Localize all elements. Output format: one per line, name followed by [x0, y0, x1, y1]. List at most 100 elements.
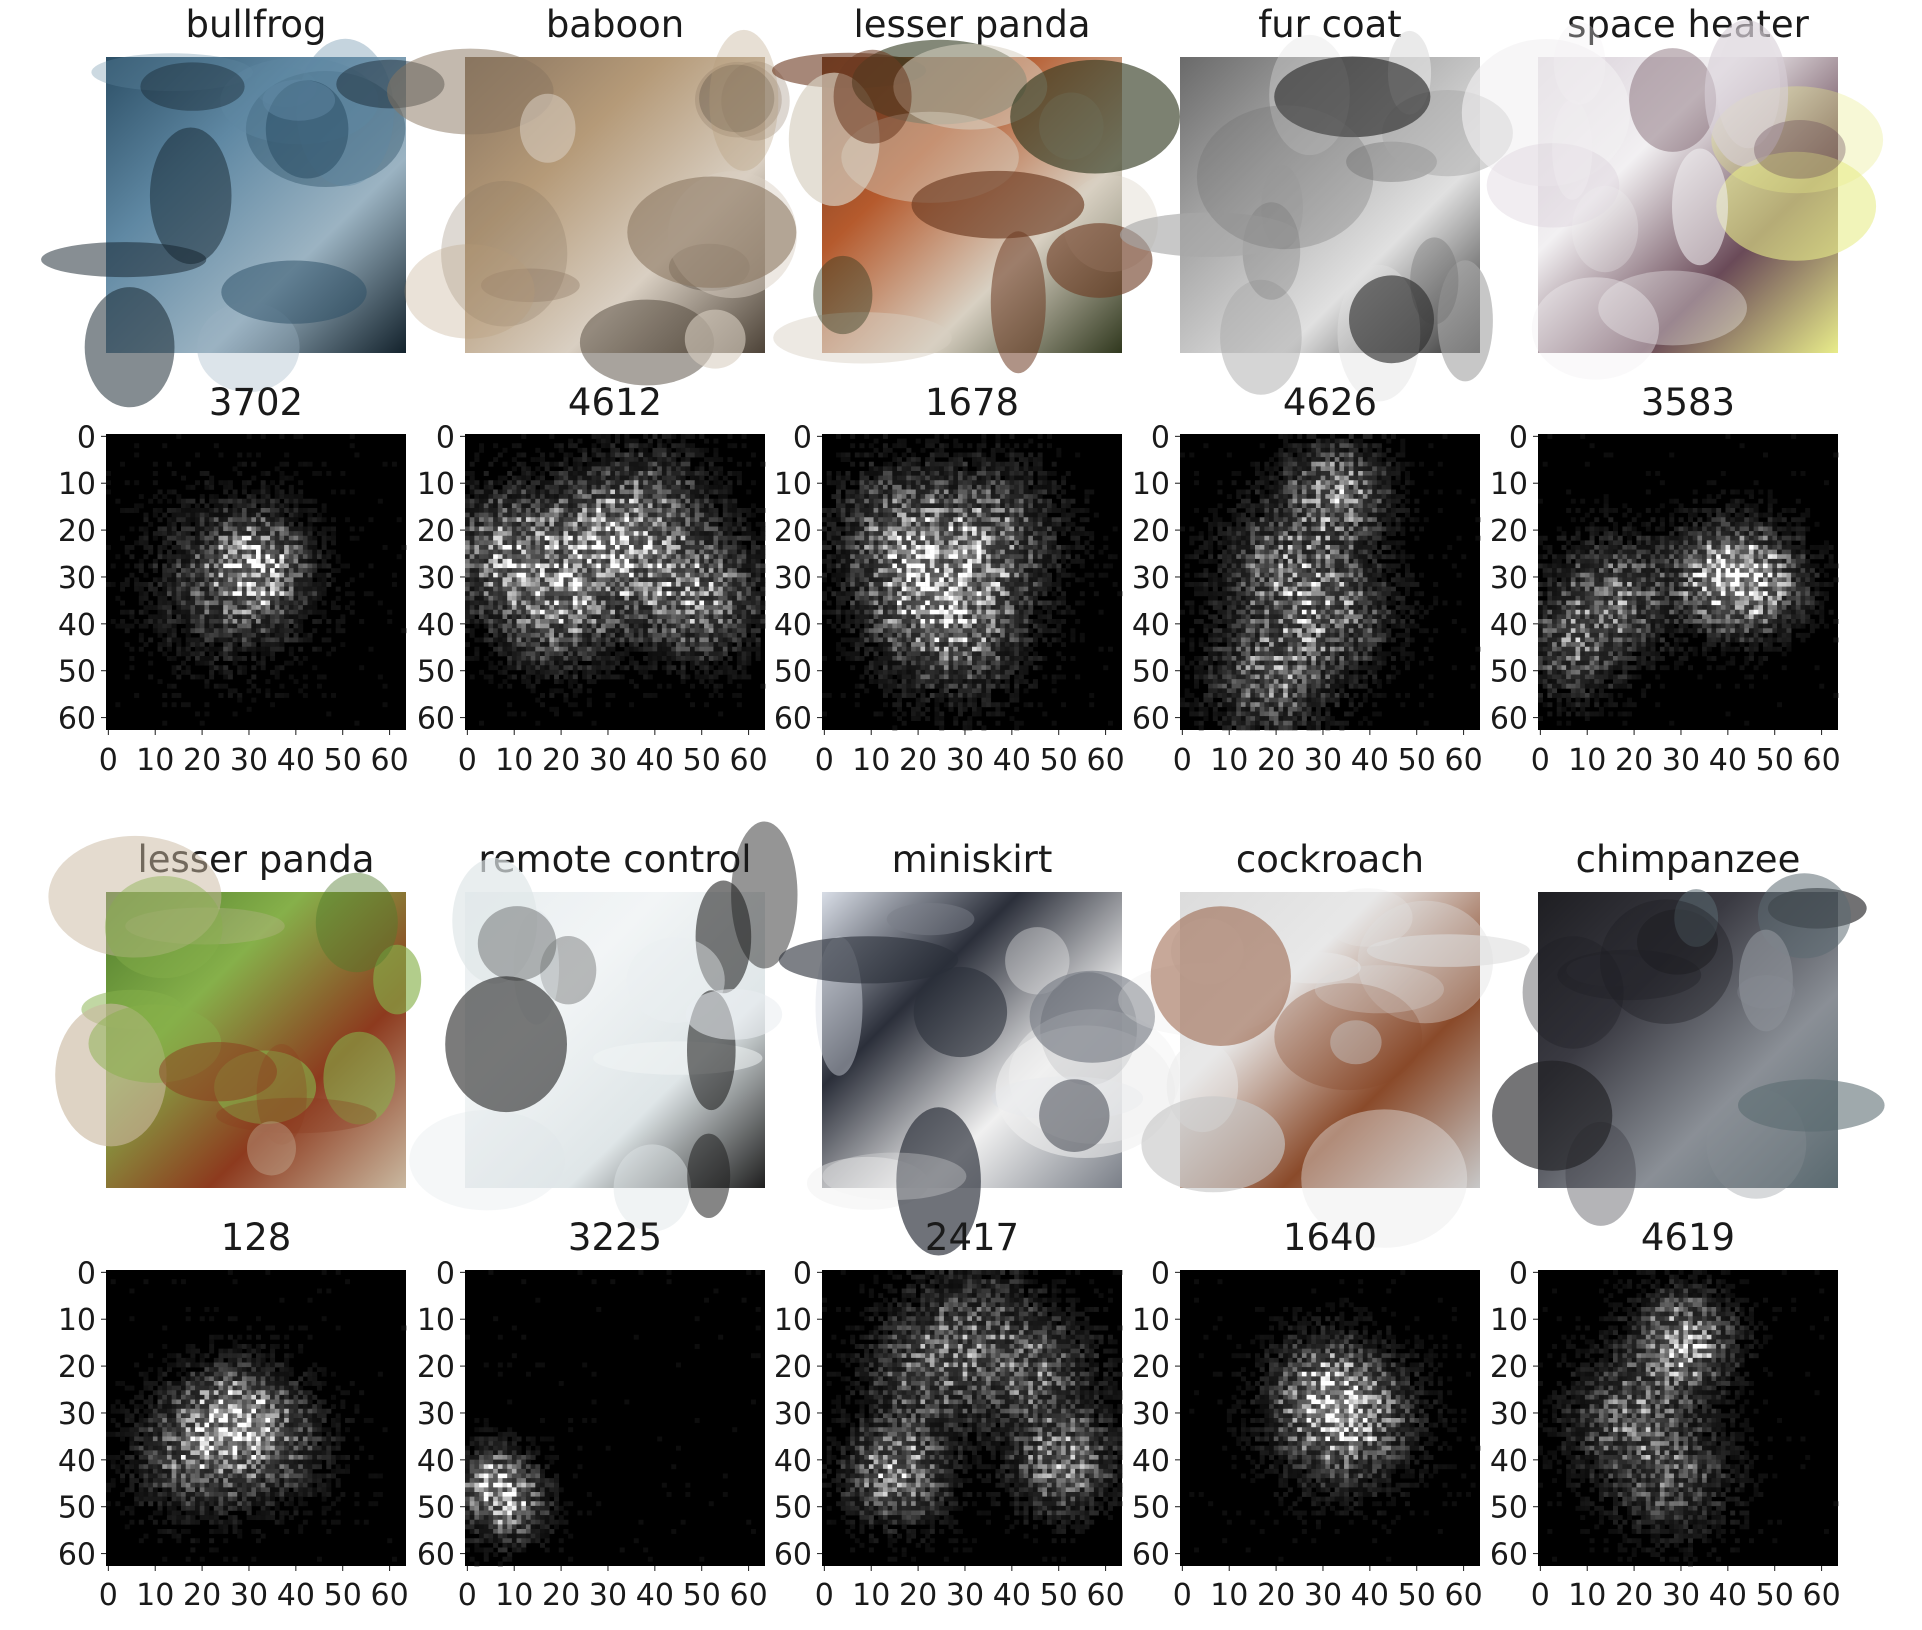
panel: space heater3583001010202030304040505060…	[1461, 3, 1884, 778]
x-tick-label: 50	[1398, 1578, 1436, 1613]
panel-grid: bullfrog370200101020203030404050506060ba…	[41, 3, 1885, 1613]
x-tick-label: 50	[1756, 743, 1794, 778]
x-tick-label: 20	[899, 743, 937, 778]
y-tick-label: 10	[58, 1303, 96, 1338]
x-tick-label: 10	[495, 1578, 533, 1613]
photo-title: miniskirt	[892, 838, 1053, 881]
x-tick-label: 20	[899, 1578, 937, 1613]
panel: lesser panda1280010102020303040405050606…	[48, 835, 422, 1613]
photo-title: bullfrog	[185, 3, 326, 46]
y-tick-label: 0	[1509, 420, 1528, 455]
x-tick-label: 10	[1568, 1578, 1606, 1613]
x-tick-label: 50	[683, 1578, 721, 1613]
x-tick-label: 10	[1210, 743, 1248, 778]
y-tick-label: 50	[774, 655, 812, 690]
x-tick-label: 50	[1040, 1578, 1078, 1613]
y-tick-label: 20	[774, 1350, 812, 1385]
x-tick-label: 50	[1756, 1578, 1794, 1613]
x-tick-label: 60	[1803, 743, 1841, 778]
x-tick-label: 40	[1351, 1578, 1389, 1613]
y-tick-label: 30	[58, 561, 96, 596]
y-tick-label: 10	[774, 1303, 812, 1338]
panel: bullfrog 3702 0 0 10 10 20 20 30 30 40 40 50 50 60 60	[41, 3, 445, 778]
saliency-heatmap	[822, 434, 1123, 731]
saliency-heatmap	[822, 1270, 1123, 1566]
y-tick-label: 0	[77, 420, 96, 455]
y-tick-label: 60	[58, 702, 96, 737]
y-tick-label: 40	[417, 1444, 455, 1479]
x-tick-label: 40	[1709, 1578, 1747, 1613]
x-tick-label: 60	[730, 743, 768, 778]
y-tick-label: 40	[58, 1444, 96, 1479]
y-tick-label: 20	[58, 514, 96, 549]
heatmap-title: 2417	[925, 1216, 1019, 1259]
x-tick-label: 50	[1040, 743, 1078, 778]
y-tick-label: 60	[774, 1538, 812, 1573]
y-tick-label: 10	[1490, 1303, 1528, 1338]
panel: chimpanzee 4619 0 0 10 10 20 20 30 30 40 40 50 50 60 60	[1490, 838, 1885, 1613]
y-tick-label: 30	[1132, 1397, 1170, 1432]
saliency-heatmap	[1180, 1270, 1481, 1566]
sample-photo	[387, 29, 797, 386]
heatmap-title: 1678	[925, 381, 1019, 424]
y-tick-label: 0	[1151, 420, 1170, 455]
y-tick-label: 60	[1132, 702, 1170, 737]
y-tick-label: 20	[417, 1350, 455, 1385]
y-tick-label: 60	[417, 702, 455, 737]
x-tick-label: 40	[636, 743, 674, 778]
y-tick-label: 50	[1132, 655, 1170, 690]
y-tick-label: 50	[1490, 1491, 1528, 1526]
y-tick-label: 60	[58, 1538, 96, 1573]
x-tick-label: 10	[136, 1578, 174, 1613]
y-tick-label: 50	[58, 1491, 96, 1526]
x-tick-label: 0	[815, 1578, 834, 1613]
x-tick-label: 10	[1568, 743, 1606, 778]
y-tick-label: 0	[436, 1256, 455, 1291]
y-tick-label: 30	[1490, 561, 1528, 596]
x-tick-label: 30	[946, 743, 984, 778]
x-tick-label: 40	[277, 743, 315, 778]
x-tick-label: 0	[99, 743, 118, 778]
x-tick-label: 40	[636, 1578, 674, 1613]
panel: lesser panda 1678 0 0 10 10 20 20 30 30 40 40 50 50 60…	[772, 3, 1180, 778]
x-tick-label: 30	[230, 1578, 268, 1613]
y-tick-label: 20	[58, 1350, 96, 1385]
x-tick-label: 20	[183, 743, 221, 778]
y-tick-label: 10	[774, 467, 812, 502]
sample-photo	[1119, 30, 1513, 402]
photo-title: remote control	[478, 838, 751, 881]
y-tick-label: 0	[436, 420, 455, 455]
x-tick-label: 60	[1803, 1578, 1841, 1613]
y-tick-label: 40	[417, 608, 455, 643]
y-tick-label: 30	[1132, 561, 1170, 596]
y-tick-label: 20	[774, 514, 812, 549]
y-tick-label: 60	[1132, 1538, 1170, 1573]
y-tick-label: 10	[1132, 1303, 1170, 1338]
saliency-heatmap	[465, 434, 766, 730]
y-tick-label: 10	[1490, 467, 1528, 502]
panel: baboon 4612 0 0 10 10 20 20 30 30 40 40 50 50 60 60	[387, 3, 797, 778]
y-tick-label: 10	[417, 1303, 455, 1338]
x-tick-label: 10	[852, 743, 890, 778]
x-tick-label: 20	[1615, 1578, 1653, 1613]
y-tick-label: 20	[1132, 514, 1170, 549]
y-tick-label: 20	[1132, 1350, 1170, 1385]
x-tick-label: 50	[324, 1578, 362, 1613]
photo-title: chimpanzee	[1576, 838, 1801, 881]
y-tick-label: 0	[793, 1256, 812, 1291]
y-tick-label: 50	[417, 655, 455, 690]
x-tick-label: 10	[495, 743, 533, 778]
sample-photo	[1492, 873, 1885, 1226]
x-tick-label: 60	[1445, 1578, 1483, 1613]
x-tick-label: 30	[1304, 743, 1342, 778]
sample-photo	[409, 821, 798, 1232]
y-tick-label: 10	[417, 467, 455, 502]
sample-photo	[778, 892, 1180, 1256]
y-tick-label: 50	[417, 1491, 455, 1526]
y-tick-label: 50	[58, 655, 96, 690]
heatmap-title: 128	[221, 1216, 292, 1259]
y-tick-label: 50	[1490, 655, 1528, 690]
x-tick-label: 0	[815, 743, 834, 778]
y-tick-label: 20	[1490, 1350, 1528, 1385]
x-tick-label: 0	[458, 1578, 477, 1613]
